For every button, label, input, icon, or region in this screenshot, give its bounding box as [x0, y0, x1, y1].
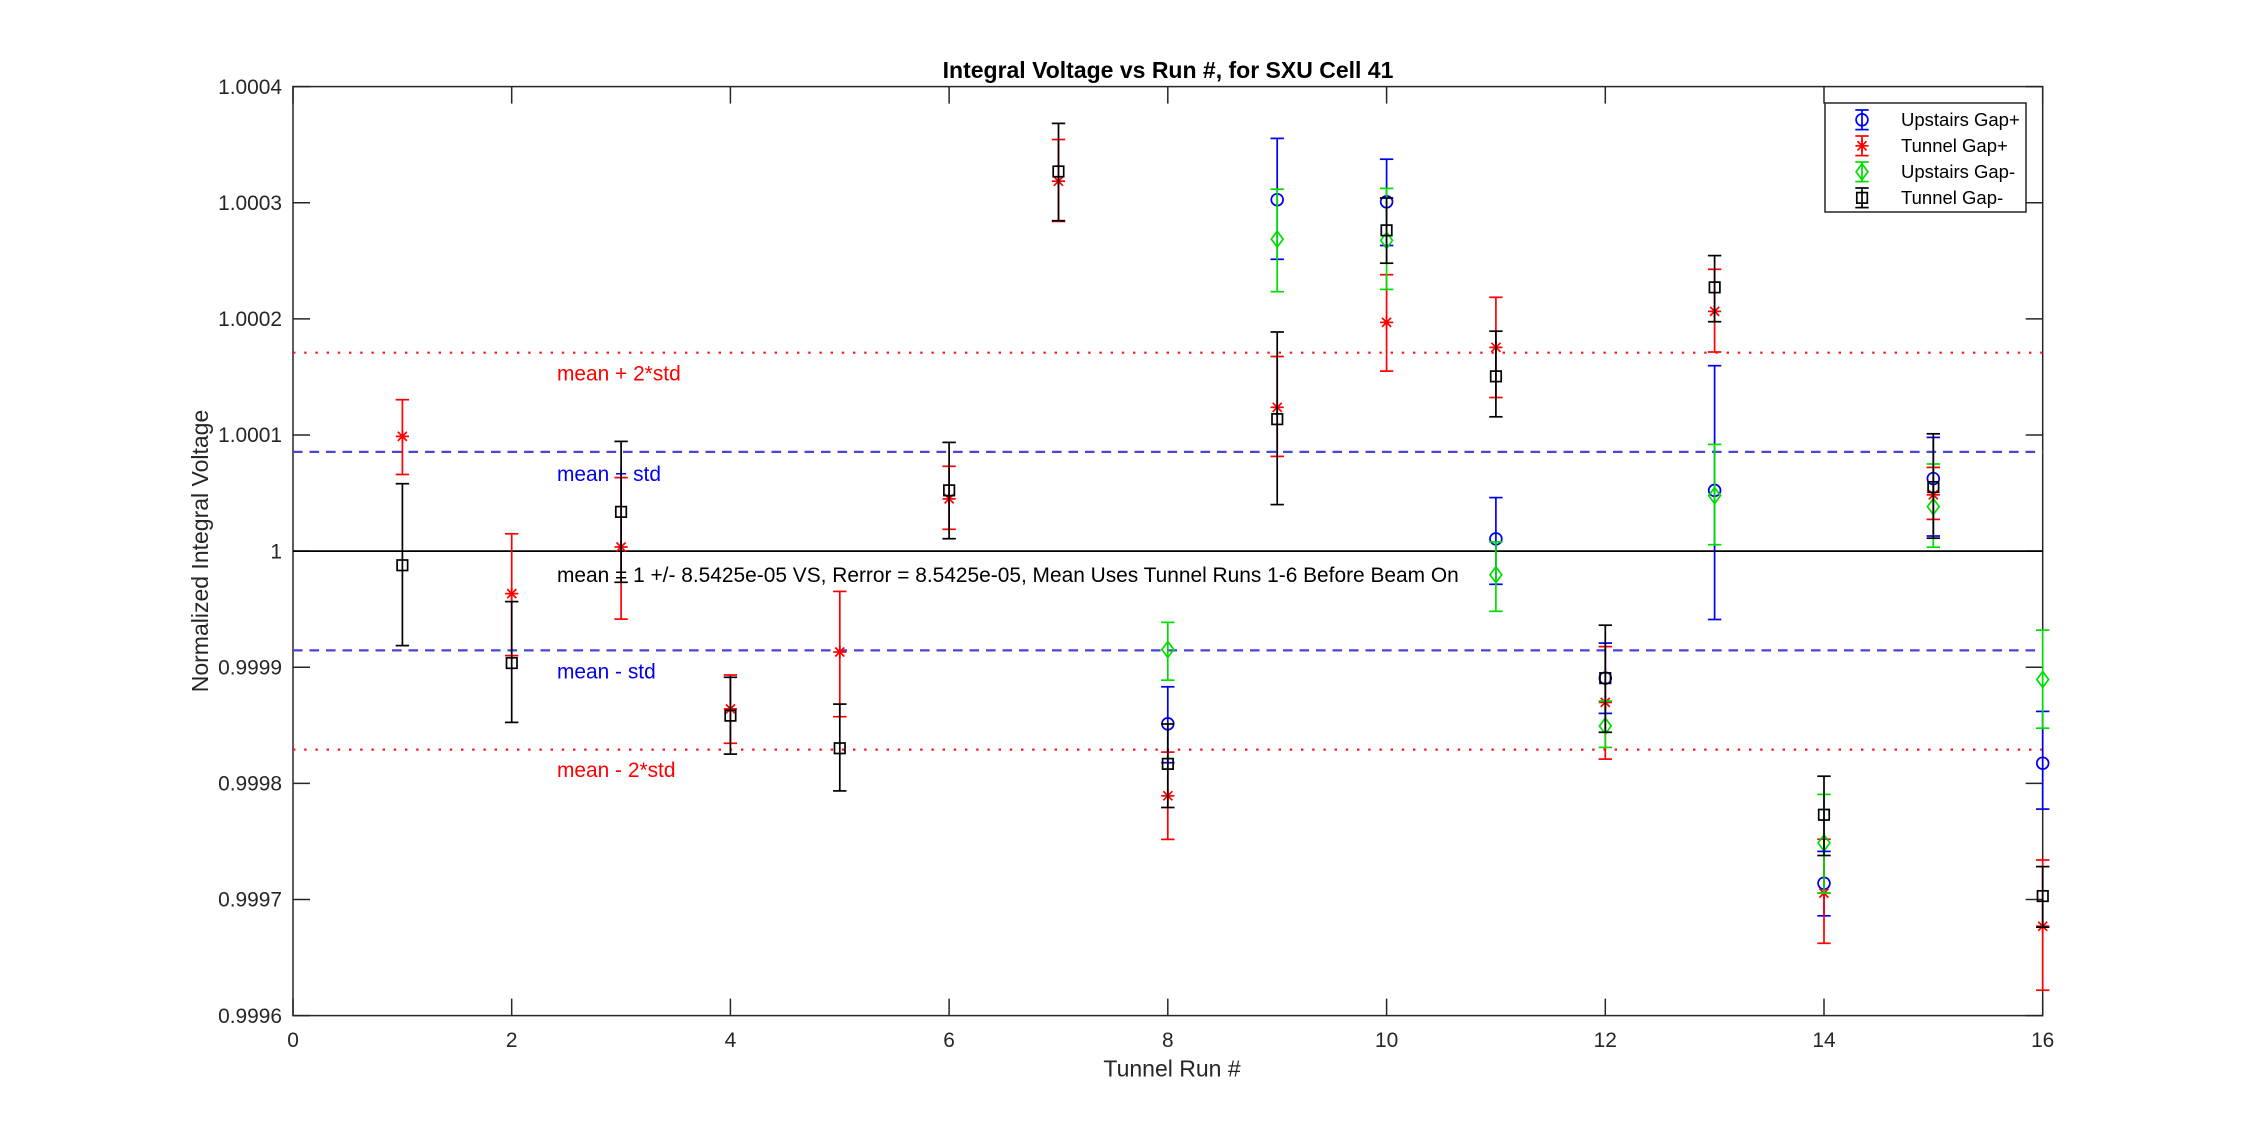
svg-text:mean - std: mean - std — [557, 661, 656, 684]
svg-text:14: 14 — [1812, 1029, 1835, 1052]
svg-text:Upstairs Gap+: Upstairs Gap+ — [1901, 109, 2020, 130]
svg-text:Upstairs Gap-: Upstairs Gap- — [1901, 161, 2015, 182]
svg-text:0: 0 — [287, 1029, 299, 1052]
svg-text:0.9997: 0.9997 — [218, 889, 282, 912]
svg-text:8: 8 — [1162, 1029, 1174, 1052]
svg-text:Tunnel Gap+: Tunnel Gap+ — [1901, 135, 2008, 156]
svg-text:Tunnel Run #: Tunnel Run # — [1103, 1056, 1240, 1082]
svg-text:1.0002: 1.0002 — [218, 308, 282, 331]
svg-text:mean - 2*std: mean - 2*std — [557, 759, 675, 782]
svg-text:12: 12 — [1594, 1029, 1617, 1052]
svg-text:Integral Voltage vs Run #, for: Integral Voltage vs Run #, for SXU Cell … — [943, 57, 1394, 83]
svg-text:1.0001: 1.0001 — [218, 424, 282, 447]
svg-text:10: 10 — [1375, 1029, 1398, 1052]
svg-text:1: 1 — [270, 540, 282, 563]
svg-text:6: 6 — [943, 1029, 955, 1052]
svg-text:2: 2 — [506, 1029, 518, 1052]
svg-text:Tunnel Gap-: Tunnel Gap- — [1901, 187, 2003, 208]
svg-text:mean + 2*std: mean + 2*std — [557, 363, 681, 386]
svg-text:1.0004: 1.0004 — [218, 76, 282, 99]
svg-text:1.0003: 1.0003 — [218, 192, 282, 215]
svg-text:0.9998: 0.9998 — [218, 773, 282, 796]
svg-text:mean = 1 +/- 8.5425e-05 VS, Re: mean = 1 +/- 8.5425e-05 VS, Rerror = 8.5… — [557, 564, 1459, 587]
svg-text:4: 4 — [725, 1029, 737, 1052]
svg-text:Normalized Integral Voltage: Normalized Integral Voltage — [187, 410, 213, 693]
svg-text:0.9999: 0.9999 — [218, 656, 282, 679]
svg-text:mean + std: mean + std — [557, 463, 661, 486]
svg-text:16: 16 — [2031, 1029, 2054, 1052]
svg-text:0.9996: 0.9996 — [218, 1005, 282, 1028]
